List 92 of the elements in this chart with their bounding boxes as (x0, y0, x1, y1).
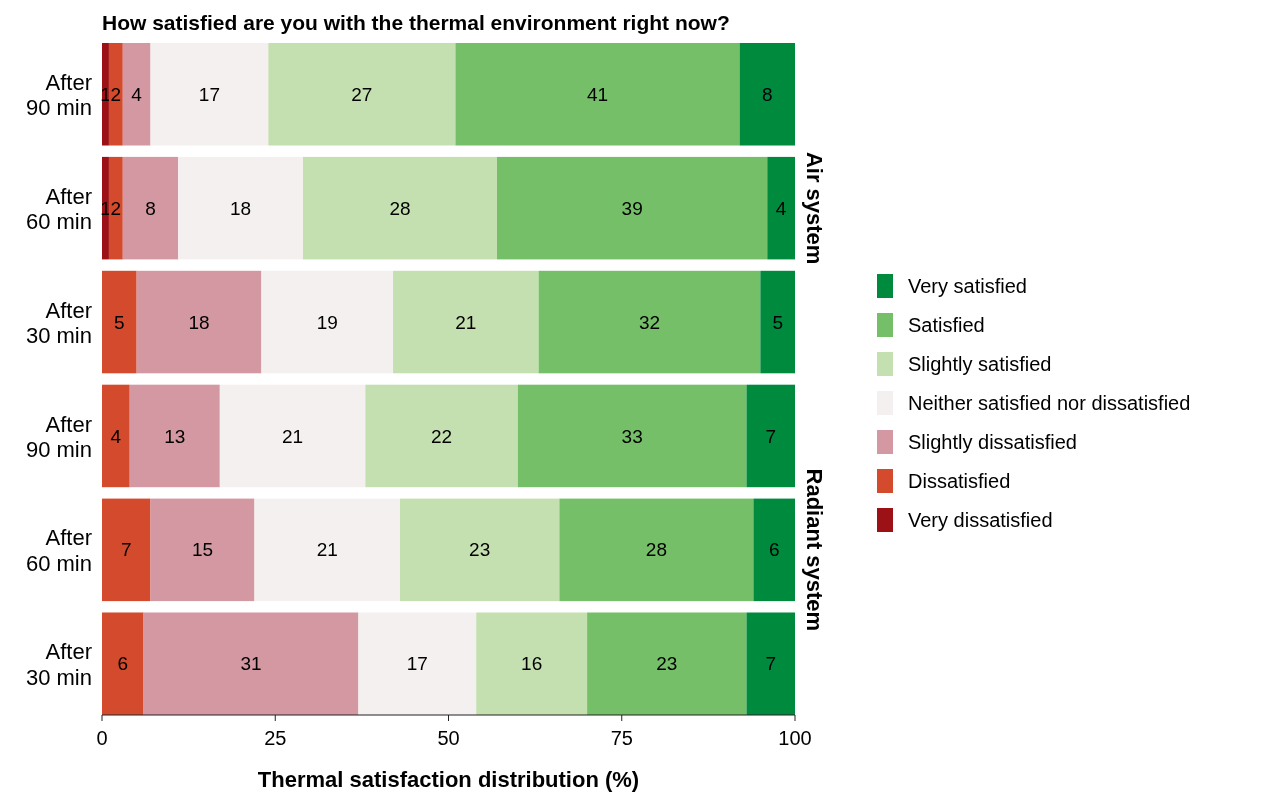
bar (136, 270, 262, 374)
data-label: 18 (188, 311, 210, 333)
x-axis-title: Thermal satisfaction distribution (%) (257, 767, 640, 792)
data-label: 6 (117, 653, 129, 675)
bar (102, 384, 130, 488)
data-label: 8 (145, 197, 156, 219)
legend-label: Slightly satisfied (908, 353, 1052, 375)
bar (261, 270, 394, 374)
data-label: 7 (765, 653, 777, 675)
bar (559, 498, 754, 602)
data-label: 6 (768, 539, 780, 561)
legend-label: Very satisfied (908, 275, 1027, 297)
bar (150, 498, 255, 602)
x-tick-label: 0 (96, 727, 108, 749)
bar (150, 43, 269, 146)
text: Air system (802, 151, 828, 265)
data-label: 31 (240, 653, 262, 675)
bar (497, 156, 768, 260)
bar (102, 612, 144, 715)
bar (476, 612, 588, 715)
data-label: 19 (316, 311, 338, 333)
data-label: 17 (406, 653, 428, 675)
x-tick-label: 50 (437, 727, 460, 749)
y-tick-label: After 90 min (25, 69, 92, 121)
bar (760, 270, 795, 374)
data-label: 2 (110, 83, 122, 105)
legend-label: Slightly dissatisfied (908, 431, 1077, 453)
data-label: 4 (775, 197, 787, 219)
bar (102, 270, 137, 374)
bar (268, 43, 456, 146)
data-label: 18 (230, 197, 252, 219)
y-tick-label: After 30 min (25, 297, 92, 348)
data-label: 4 (110, 425, 122, 447)
data-label: 21 (455, 311, 477, 333)
bar (739, 43, 795, 146)
chart-title: How satisfied are you with the thermal environment right now? (102, 11, 730, 34)
data-label: 39 (621, 197, 643, 219)
data-label: 23 (469, 539, 491, 561)
data-label: 17 (198, 83, 220, 105)
legend-label: Very dissatisfied (908, 509, 1053, 531)
data-label: 27 (351, 83, 373, 105)
legend-label: Satisfied (908, 314, 985, 336)
data-label: 5 (114, 311, 125, 333)
data-label: 2 (110, 197, 122, 219)
bar (746, 612, 795, 715)
data-label: 5 (772, 311, 783, 333)
data-label: 28 (645, 539, 667, 561)
y-tick-label: After 60 min (25, 183, 92, 235)
data-label: 22 (431, 425, 453, 447)
text: Radiant system (802, 468, 828, 632)
legend-label: Dissatisfied (908, 470, 1011, 492)
bar (455, 43, 740, 146)
bar (122, 156, 179, 260)
bar (538, 270, 761, 374)
bar (302, 156, 498, 260)
bar (178, 156, 303, 260)
data-label: 13 (164, 425, 186, 447)
legend-label: Neither satisfied nor dissatisfied (908, 392, 1191, 414)
bar (517, 384, 747, 488)
data-label: 4 (131, 83, 143, 105)
data-label: 7 (765, 425, 777, 447)
bar (254, 498, 400, 602)
bar (393, 270, 539, 374)
bar (129, 384, 220, 488)
data-label: 32 (638, 311, 661, 333)
data-label: 21 (316, 539, 338, 561)
data-label: 41 (586, 83, 609, 105)
bar (102, 498, 151, 602)
y-tick-label: After 90 min (25, 411, 92, 462)
y-tick-label: After 60 min (25, 525, 92, 576)
bar (143, 612, 359, 715)
y-tick-label: After 30 min (25, 639, 92, 690)
data-label: 15 (191, 539, 214, 561)
x-tick-label: 75 (610, 727, 633, 749)
bar (767, 156, 795, 260)
bar (219, 384, 366, 488)
data-label: 16 (521, 653, 543, 675)
bar (365, 384, 518, 488)
data-label: 33 (621, 425, 643, 447)
data-label: 7 (120, 539, 132, 561)
data-label: 23 (656, 653, 678, 675)
bar (358, 612, 477, 715)
bar (399, 498, 560, 602)
bar (753, 498, 795, 602)
bar (746, 384, 795, 488)
data-label: 8 (761, 83, 773, 105)
data-label: 28 (389, 197, 411, 219)
bar (122, 43, 151, 146)
bar (587, 612, 747, 715)
data-label: 21 (282, 425, 304, 447)
x-tick-label: 25 (264, 727, 287, 749)
x-tick-label: 100 (778, 727, 812, 749)
